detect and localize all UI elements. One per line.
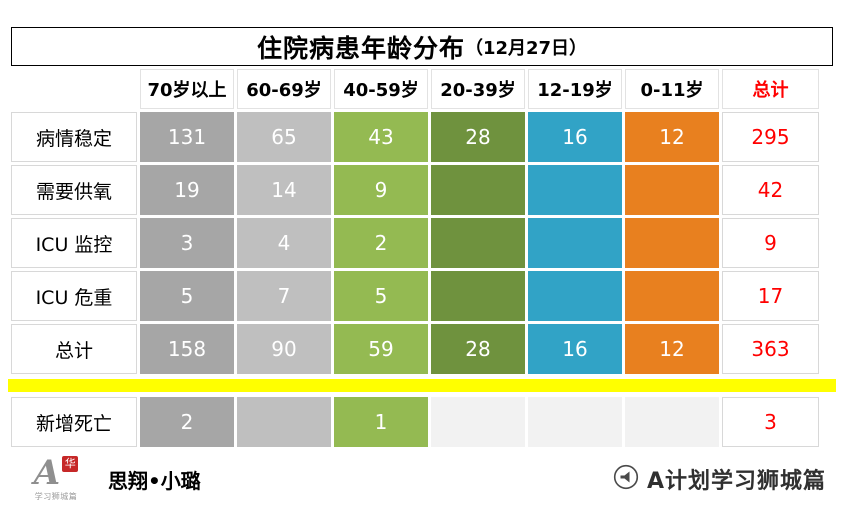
table-cell: 12 — [625, 324, 719, 374]
total-cell: 42 — [722, 165, 819, 215]
table-cell — [528, 165, 622, 215]
total-cell: 295 — [722, 112, 819, 162]
age-distribution-table: 70岁以上 60-69岁 40-59岁 20-39岁 12-19岁 0-11岁 … — [8, 66, 822, 377]
row-label: 需要供氧 — [11, 165, 137, 215]
table-cell: 3 — [140, 218, 234, 268]
table-cell — [625, 218, 719, 268]
separator-bar — [8, 379, 836, 392]
author-name: 思翔•小璐 — [108, 468, 201, 493]
total-cell: 363 — [722, 324, 819, 374]
logo-seal-stamp: 华 — [62, 456, 79, 472]
table-cell — [237, 397, 331, 447]
table-cell: 1 — [334, 397, 428, 447]
table-cell — [625, 397, 719, 447]
total-cell: 9 — [722, 218, 819, 268]
table-cell: 19 — [140, 165, 234, 215]
row-label: 总计 — [11, 324, 137, 374]
table-cell: 158 — [140, 324, 234, 374]
table-cell — [625, 271, 719, 321]
header-row: 70岁以上 60-69岁 40-59岁 20-39岁 12-19岁 0-11岁 … — [11, 69, 819, 109]
speaker-icon — [613, 464, 639, 494]
table-cell: 12 — [625, 112, 719, 162]
table-cell: 9 — [334, 165, 428, 215]
table-row: 病情稳定 131 65 43 28 16 12 295 — [11, 112, 819, 162]
table-cell: 90 — [237, 324, 331, 374]
deaths-row: 新增死亡 2 1 3 — [11, 397, 819, 447]
table-cell: 59 — [334, 324, 428, 374]
table-cell — [431, 271, 525, 321]
table-cell — [431, 165, 525, 215]
table-cell: 28 — [431, 324, 525, 374]
table-cell: 131 — [140, 112, 234, 162]
corner-cell — [11, 69, 137, 109]
title-bar: 住院病患年龄分布 （12月27日） — [11, 27, 833, 66]
column-header: 20-39岁 — [431, 69, 525, 109]
table-cell — [431, 218, 525, 268]
table-cell: 28 — [431, 112, 525, 162]
table-cell: 4 — [237, 218, 331, 268]
table-cell: 2 — [140, 397, 234, 447]
table-cell — [528, 218, 622, 268]
column-header-total: 总计 — [722, 69, 819, 109]
table-cell: 2 — [334, 218, 428, 268]
table-cell: 5 — [140, 271, 234, 321]
channel-group: A计划学习狮城篇 — [613, 463, 826, 495]
table-cell: 16 — [528, 324, 622, 374]
table-cell — [431, 397, 525, 447]
table-row-total: 总计 158 90 59 28 16 12 363 — [11, 324, 819, 374]
row-label: ICU 危重 — [11, 271, 137, 321]
column-header: 60-69岁 — [237, 69, 331, 109]
table-row: ICU 监控 3 4 2 9 — [11, 218, 819, 268]
row-label: ICU 监控 — [11, 218, 137, 268]
column-header: 70岁以上 — [140, 69, 234, 109]
column-header: 40-59岁 — [334, 69, 428, 109]
table-cell — [528, 397, 622, 447]
page-title: 住院病患年龄分布 — [256, 33, 465, 63]
column-header: 12-19岁 — [528, 69, 622, 109]
table-cell: 16 — [528, 112, 622, 162]
table-cell — [625, 165, 719, 215]
title-date: （12月27日） — [464, 37, 588, 59]
row-label: 新增死亡 — [11, 397, 137, 447]
deaths-table: 新增死亡 2 1 3 — [8, 394, 822, 450]
table-cell: 5 — [334, 271, 428, 321]
logo-letter: A — [33, 453, 61, 493]
row-label: 病情稳定 — [11, 112, 137, 162]
table-cell — [528, 271, 622, 321]
table-row: ICU 危重 5 7 5 17 — [11, 271, 819, 321]
logo-caption: 学习狮城篇 — [34, 492, 78, 501]
total-cell: 17 — [722, 271, 819, 321]
channel-name: A计划学习狮城篇 — [646, 469, 826, 494]
table-row: 需要供氧 19 14 9 42 — [11, 165, 819, 215]
total-cell: 3 — [722, 397, 819, 447]
table-cell: 65 — [237, 112, 331, 162]
table-cell: 7 — [237, 271, 331, 321]
table-cell: 14 — [237, 165, 331, 215]
table-cell: 43 — [334, 112, 428, 162]
column-header: 0-11岁 — [625, 69, 719, 109]
